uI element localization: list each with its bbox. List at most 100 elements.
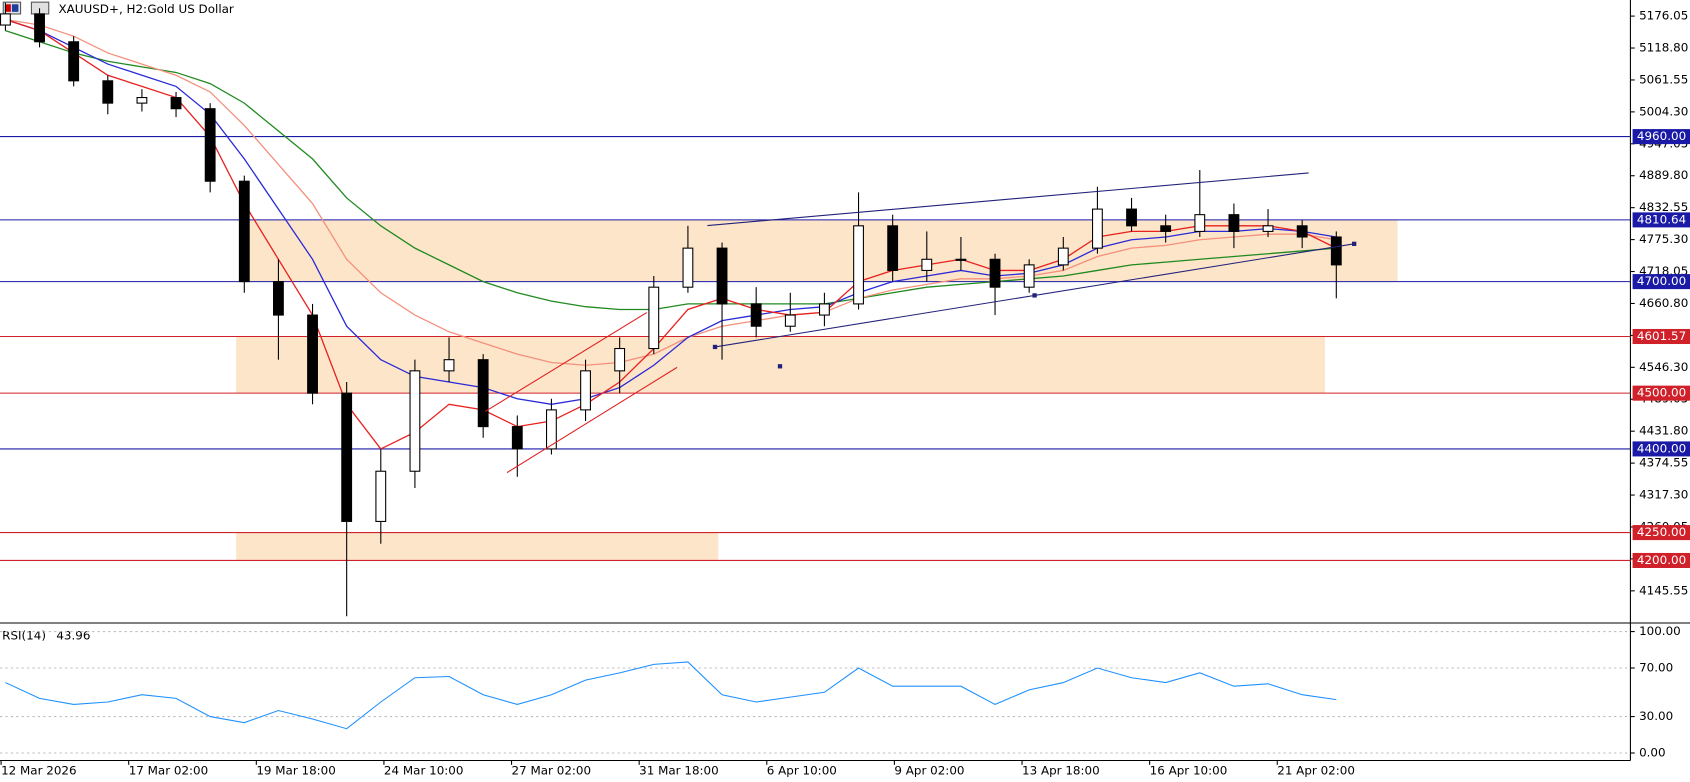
candle-body [204,108,216,182]
candle-body [477,359,489,428]
anchor-point [712,344,718,350]
y-tick-label: 4145.55 [1639,583,1688,597]
candle-body [136,97,148,104]
y-tick-label: 4889.80 [1639,168,1688,182]
symbol: XAUUSD+, H2: [59,2,148,16]
candle-body [1296,225,1308,238]
candle-body [409,370,421,472]
candle-body [511,426,523,450]
moving-average [5,18,1337,450]
x-tick-label: 27 Mar 02:00 [512,764,592,778]
level-label-box [1632,385,1690,401]
x-tick-label: 9 Apr 02:00 [894,764,964,778]
y-tick-label: 70.00 [1639,661,1673,675]
candle-body [1330,236,1342,266]
anchor-point [777,364,783,369]
candle-body [1194,214,1206,232]
level-label-box [1632,274,1690,290]
indicator-value: 43.96 [56,628,90,642]
candle-body [307,314,318,394]
moving-average [5,18,1337,405]
candle-body [0,13,11,26]
y-tick-label: 4431.80 [1639,424,1688,438]
x-tick-label: 6 Apr 10:00 [767,764,837,778]
level-label: 4960.00 [1637,129,1686,143]
candle-body [34,13,45,43]
level-label-box [1632,129,1690,145]
price-zone [236,532,719,561]
candle-body [716,247,728,305]
candle-body [784,314,796,327]
x-tick-label: 21 Apr 02:00 [1277,764,1355,778]
price-zone [243,219,1398,282]
symbol-description: Gold US Dollar [147,2,234,16]
symbol-icon [2,1,50,15]
candle-body [955,258,967,261]
x-tick-label: 19 Mar 18:00 [256,764,336,778]
level-label: 4700.00 [1637,274,1686,288]
candle-body [853,225,864,305]
trend-line [485,312,648,412]
x-tick-label: 17 Mar 02:00 [129,764,209,778]
candle-body [341,392,353,522]
y-tick-label: 5061.55 [1639,72,1688,86]
candle-body [1091,208,1103,249]
level-label: 4601.57 [1637,329,1686,343]
level-label-box [1632,328,1690,345]
y-tick-label: 0.00 [1639,746,1666,760]
candle-body [921,258,933,271]
candle-body [648,286,660,350]
candle-body [1228,214,1240,232]
moving-average [5,18,1337,366]
candle-body [443,359,455,372]
candle-body [887,225,899,271]
candle-body [580,370,591,411]
level-label: 4200.00 [1637,553,1686,567]
candle-body [682,247,694,288]
y-tick-label: 4660.80 [1639,296,1688,310]
y-tick-label: 4546.30 [1639,360,1688,374]
candle-body [989,258,1001,288]
x-tick-label: 12 Mar 2026 [1,764,77,778]
candle-body [170,97,182,110]
y-tick-label: 5176.05 [1639,9,1688,23]
candle-body [819,303,830,316]
indicator-title: RSI(14) [2,628,46,642]
x-tick-label: 31 Mar 18:00 [639,764,719,778]
y-tick-label: 30.00 [1639,709,1673,723]
y-tick-label: 5118.80 [1639,41,1688,55]
candle-body [1023,264,1035,288]
y-tick-label: 5004.30 [1639,104,1688,118]
level-label-box [1632,212,1690,228]
y-tick-label: 4374.55 [1639,456,1688,470]
candle-body [546,409,557,450]
candle-body [238,180,250,283]
candle-body [1126,208,1137,227]
candle-body [102,80,114,104]
x-tick-label: 24 Mar 10:00 [384,764,464,778]
level-label-box [1632,441,1690,457]
y-tick-label: 4832.55 [1639,200,1688,214]
level-label-box [1632,552,1690,568]
level-label: 4250.00 [1637,525,1686,539]
candle-body [68,41,80,82]
trend-line [707,172,1309,227]
level-label-box [1632,525,1690,541]
candle-body [750,303,762,327]
x-tick-label: 13 Apr 18:00 [1022,764,1100,778]
anchor-point [1032,293,1037,298]
icon-part [5,4,11,12]
rsi-line [5,661,1337,730]
x-tick-label: 16 Apr 10:00 [1150,764,1228,778]
moving-average [5,30,1337,311]
y-tick-label: 100.00 [1639,624,1681,638]
level-label: 4500.00 [1637,386,1686,400]
y-tick-label: 4775.30 [1639,232,1688,246]
candle-body [375,470,387,522]
candle-body [1160,225,1172,232]
level-label: 4810.64 [1637,212,1686,226]
y-tick-label: 4317.30 [1639,488,1688,502]
anchor-point [1352,241,1357,246]
level-label: 4400.00 [1637,441,1686,455]
